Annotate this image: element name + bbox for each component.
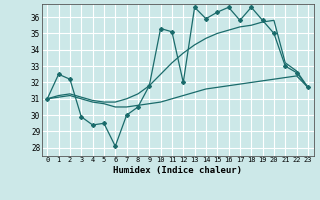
X-axis label: Humidex (Indice chaleur): Humidex (Indice chaleur)	[113, 166, 242, 175]
